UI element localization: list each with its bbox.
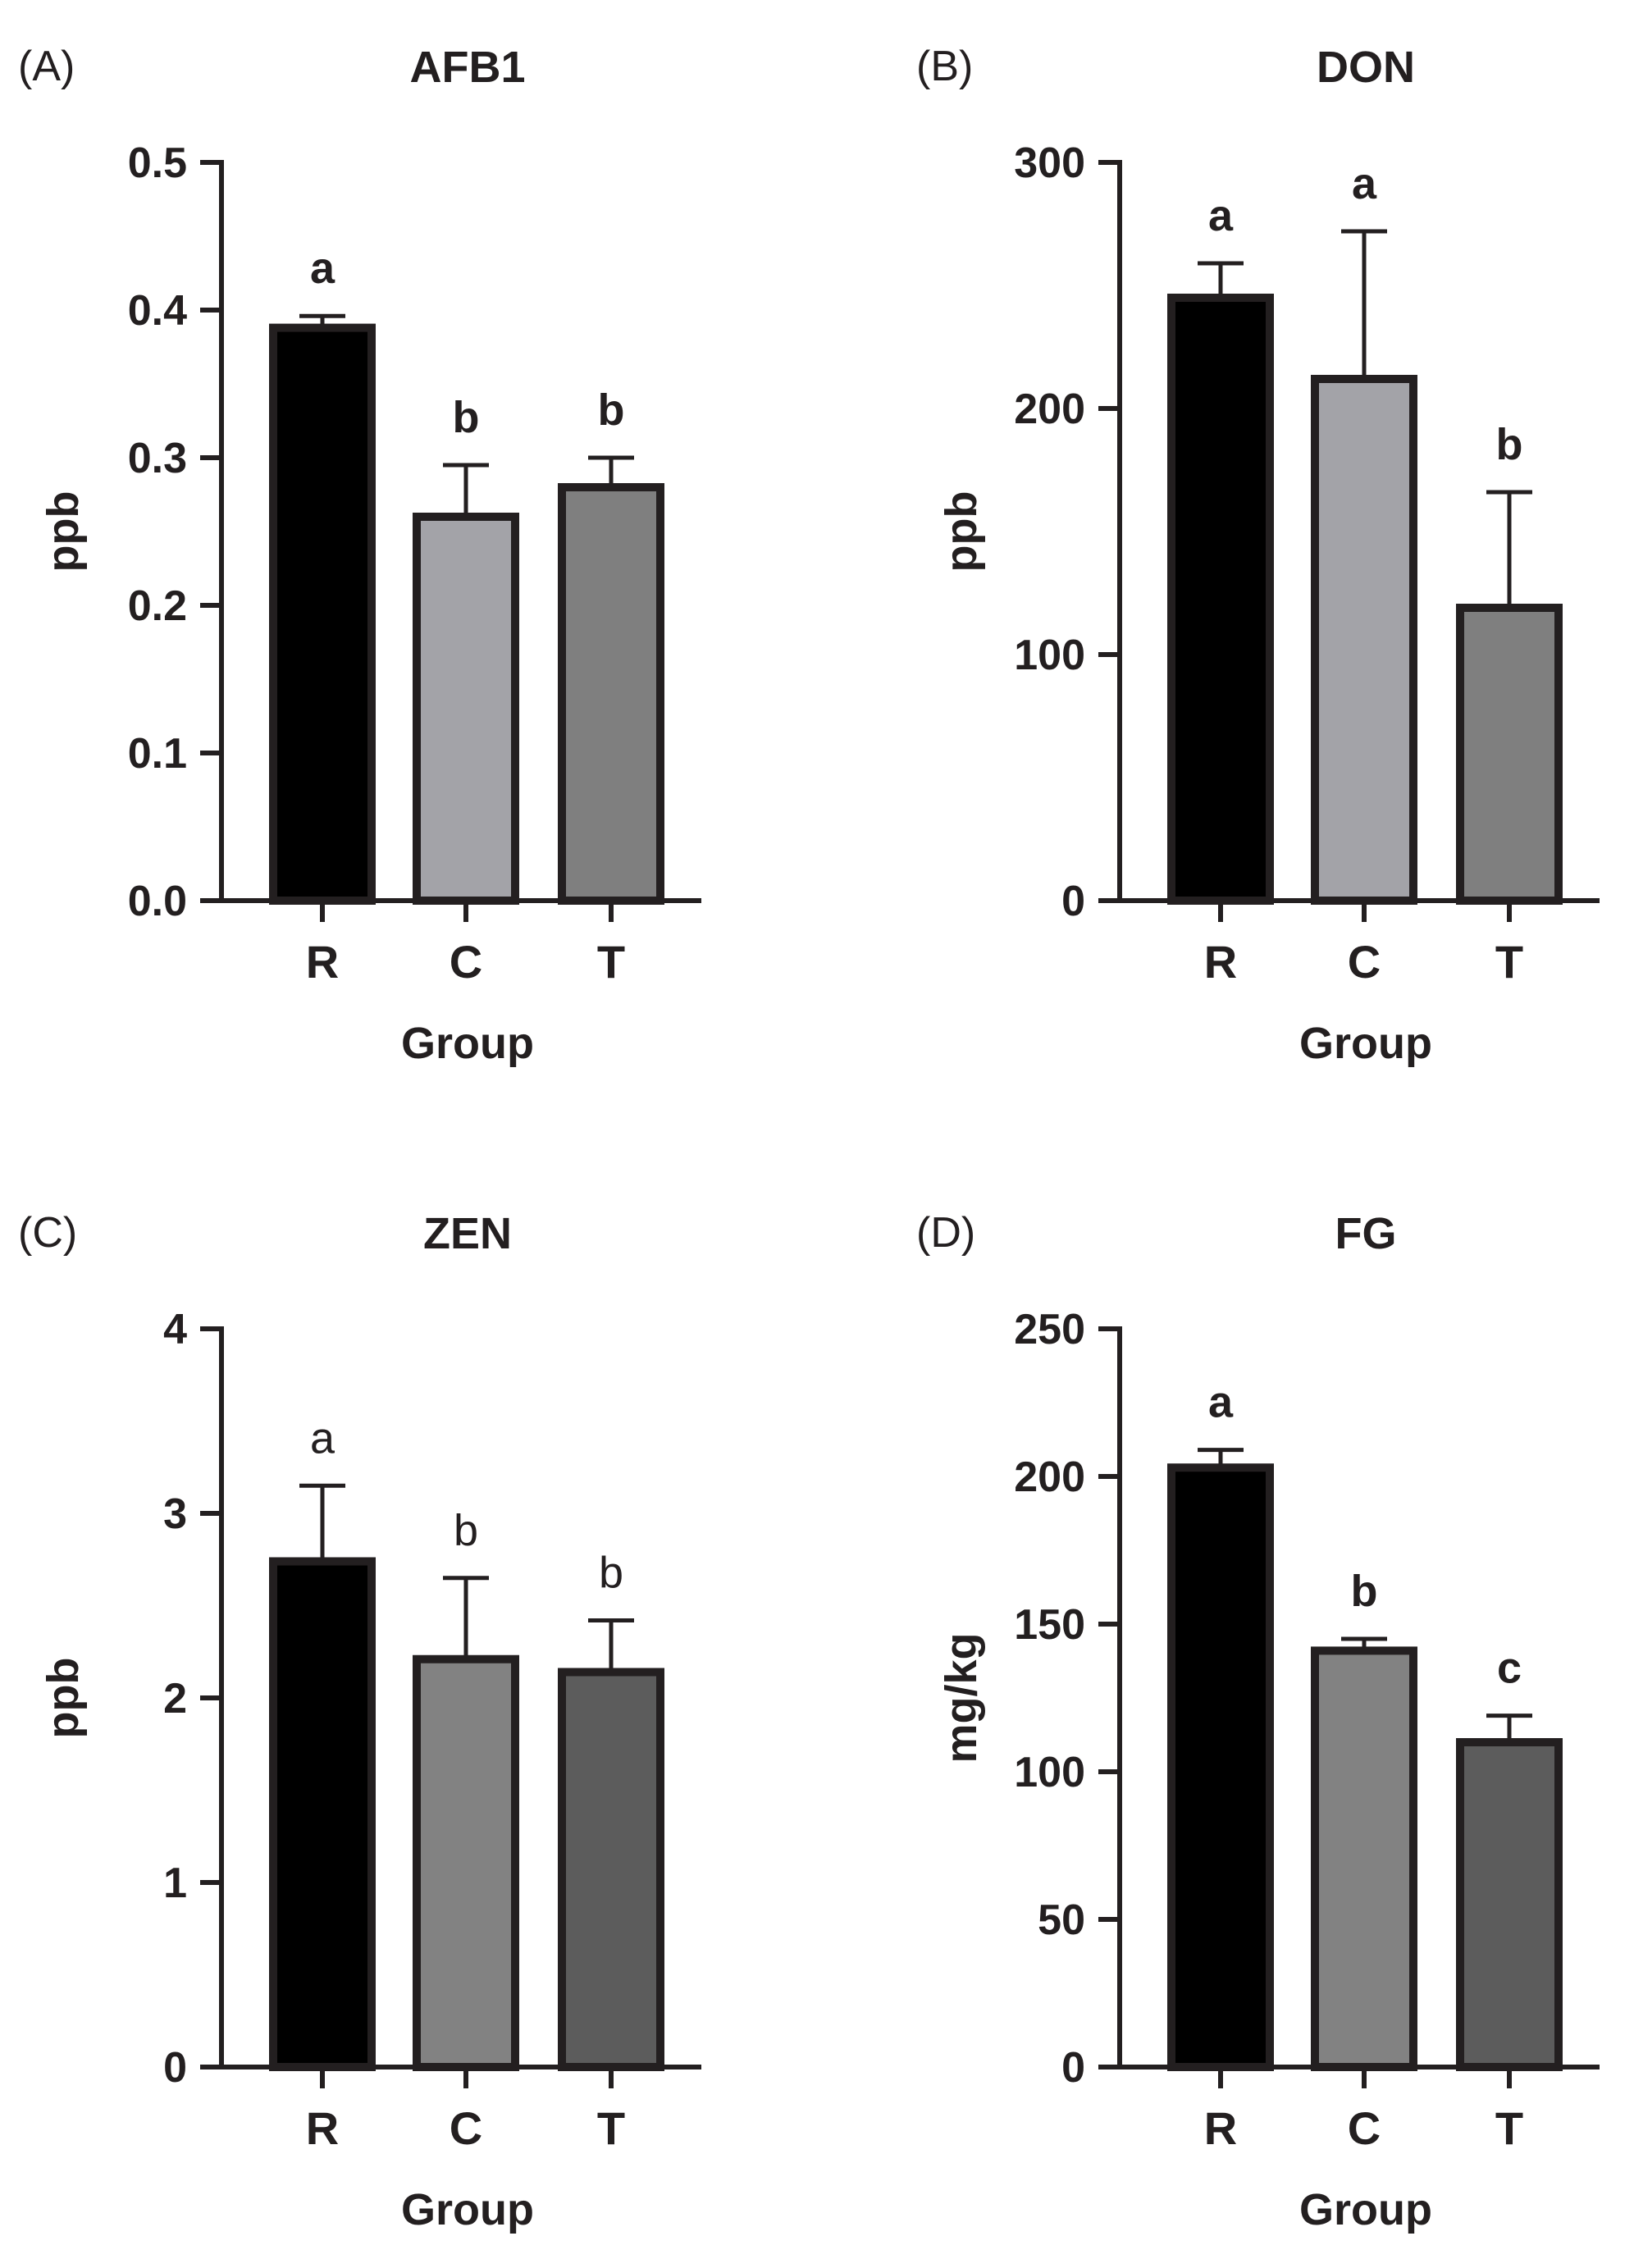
x-tick-label-b-R: R bbox=[1204, 936, 1237, 988]
panel-label-d: (D) bbox=[916, 1209, 975, 1257]
y-tick-label-d-5: 250 bbox=[1014, 1306, 1085, 1353]
y-tick-label-a-3: 0.3 bbox=[128, 435, 187, 482]
significance-label-a-C: b bbox=[453, 393, 480, 442]
y-axis-title-d: mg/kg bbox=[937, 1632, 986, 1763]
bar-a-R bbox=[269, 323, 376, 906]
y-axis-title-b: ppb bbox=[937, 491, 986, 573]
panel-label-c: (C) bbox=[18, 1209, 77, 1257]
x-tick-label-c-R: R bbox=[306, 2102, 339, 2154]
panel-b: (B) DON 0 100 200 300 ppb Group Ra Ca Tb bbox=[916, 43, 1600, 1068]
y-axis-title-c: ppb bbox=[39, 1658, 88, 1739]
bar-b-R bbox=[1167, 294, 1274, 905]
y-tick-label-b-3: 300 bbox=[1014, 139, 1085, 187]
panel-a: (A) AFB1 0.0 0.1 0.2 0.3 0.4 0.5 ppb Group Ra Cb Tb bbox=[18, 43, 701, 1068]
y-tick-label-b-0: 0 bbox=[1061, 878, 1085, 925]
y-axis-title-a: ppb bbox=[39, 491, 88, 573]
y-tick-label-d-4: 200 bbox=[1014, 1453, 1085, 1501]
bar-c-C bbox=[413, 1654, 519, 2071]
chart-title-b: DON bbox=[1317, 43, 1415, 92]
bar-c-T bbox=[558, 1668, 664, 2071]
panel-d: (D) FG 0 50 100 150 200 250 mg/kg Group Ra Cb Tc bbox=[916, 1209, 1600, 2234]
significance-label-c-R: a bbox=[310, 1413, 335, 1463]
y-tick-label-a-5: 0.5 bbox=[128, 139, 187, 187]
y-tick-label-c-1: 1 bbox=[163, 1860, 187, 1907]
x-tick-label-c-C: C bbox=[450, 2102, 482, 2154]
x-tick-label-d-R: R bbox=[1204, 2102, 1237, 2154]
x-tick-label-c-T: T bbox=[597, 2102, 625, 2154]
x-tick-label-b-C: C bbox=[1348, 936, 1381, 988]
bar-a-T bbox=[558, 483, 664, 905]
significance-label-a-T: b bbox=[598, 386, 625, 435]
y-tick-label-c-3: 3 bbox=[163, 1490, 187, 1538]
significance-label-d-R: a bbox=[1208, 1378, 1234, 1427]
chart-title-c: ZEN bbox=[423, 1209, 512, 1258]
bar-a-C bbox=[413, 513, 519, 905]
significance-label-d-T: c bbox=[1497, 1644, 1522, 1693]
x-tick-label-d-C: C bbox=[1348, 2102, 1381, 2154]
x-tick-label-d-T: T bbox=[1495, 2102, 1523, 2154]
x-tick-label-a-T: T bbox=[597, 936, 625, 988]
y-tick-label-c-4: 4 bbox=[163, 1306, 187, 1353]
y-tick-label-d-2: 100 bbox=[1014, 1749, 1085, 1796]
x-axis-title-c: Group bbox=[401, 2185, 534, 2234]
significance-label-a-R: a bbox=[310, 244, 335, 293]
x-axis-title-b: Group bbox=[1299, 1019, 1432, 1068]
significance-label-b-R: a bbox=[1208, 191, 1234, 240]
y-tick-label-d-0: 0 bbox=[1061, 2044, 1085, 2092]
significance-label-b-T: b bbox=[1496, 420, 1523, 469]
x-tick-label-a-R: R bbox=[306, 936, 339, 988]
y-tick-label-a-0: 0.0 bbox=[128, 878, 187, 925]
x-axis-title-a: Group bbox=[401, 1019, 534, 1068]
bar-b-C bbox=[1311, 375, 1417, 905]
x-axis-title-d: Group bbox=[1299, 2185, 1432, 2234]
y-tick-label-b-2: 200 bbox=[1014, 386, 1085, 433]
y-tick-label-b-1: 100 bbox=[1014, 632, 1085, 679]
panel-label-b: (B) bbox=[916, 43, 973, 90]
significance-label-b-C: a bbox=[1352, 159, 1377, 208]
significance-label-c-T: b bbox=[599, 1549, 623, 1598]
significance-label-d-C: b bbox=[1351, 1567, 1378, 1616]
y-tick-label-a-1: 0.1 bbox=[128, 730, 187, 778]
y-tick-label-a-2: 0.2 bbox=[128, 582, 187, 630]
y-tick-label-c-2: 2 bbox=[163, 1675, 187, 1723]
significance-label-c-C: b bbox=[454, 1506, 478, 1555]
y-tick-label-d-1: 50 bbox=[1038, 1896, 1085, 1944]
bar-b-T bbox=[1456, 604, 1563, 905]
bar-c-R bbox=[269, 1557, 376, 2071]
bar-d-R bbox=[1167, 1463, 1274, 2071]
y-tick-label-d-3: 150 bbox=[1014, 1601, 1085, 1649]
panel-c: (C) ZEN 0 1 2 3 4 ppb Group Ra Cb Tb bbox=[18, 1209, 701, 2234]
chart-title-a: AFB1 bbox=[409, 43, 525, 92]
bar-d-T bbox=[1456, 1738, 1563, 2071]
x-tick-label-a-C: C bbox=[450, 936, 482, 988]
bar-d-C bbox=[1311, 1646, 1417, 2072]
y-tick-label-a-4: 0.4 bbox=[128, 287, 187, 335]
chart-title-d: FG bbox=[1335, 1209, 1397, 1258]
x-tick-label-b-T: T bbox=[1495, 936, 1523, 988]
panel-label-a: (A) bbox=[18, 43, 75, 90]
y-tick-label-c-0: 0 bbox=[163, 2044, 187, 2092]
